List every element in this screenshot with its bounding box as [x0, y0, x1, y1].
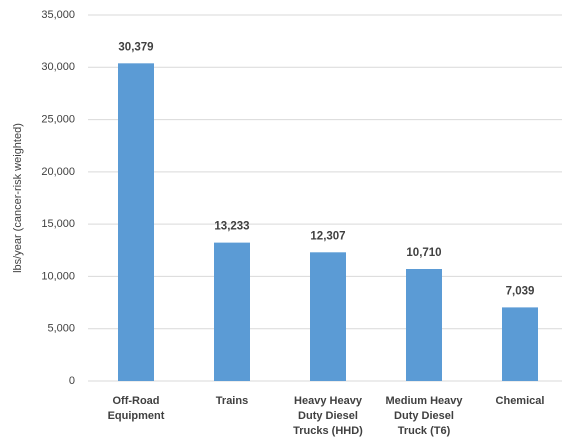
value-label: 10,710	[406, 247, 441, 259]
y-tick-label: 15,000	[41, 218, 75, 230]
value-label: 12,307	[310, 230, 345, 242]
value-label: 13,233	[214, 221, 249, 233]
y-tick-label: 0	[69, 375, 75, 387]
value-label: 7,039	[506, 285, 535, 297]
x-tick-label: Medium Heavy Duty Diesel Truck (T6)	[385, 395, 463, 437]
y-tick-label: 20,000	[41, 166, 75, 178]
bar	[118, 63, 154, 382]
x-tick-label: Chemical	[496, 395, 545, 407]
y-axis-title: lbs/year (cancer-risk weighted)	[12, 123, 24, 273]
bar	[214, 242, 250, 381]
x-tick-label: Trains	[216, 395, 248, 407]
x-tick-label: Heavy Heavy Duty Diesel Trucks (HHD)	[293, 395, 363, 437]
y-tick-label: 35,000	[41, 9, 75, 21]
y-tick-label: 10,000	[41, 270, 75, 282]
bar	[310, 252, 346, 381]
bar	[406, 269, 442, 381]
y-tick-label: 30,000	[41, 61, 75, 73]
y-tick-label: 5,000	[47, 323, 75, 335]
bar	[502, 307, 538, 381]
value-label: 30,379	[118, 41, 153, 53]
y-tick-label: 25,000	[41, 113, 75, 125]
x-tick-label: Off-Road Equipment	[108, 395, 165, 422]
